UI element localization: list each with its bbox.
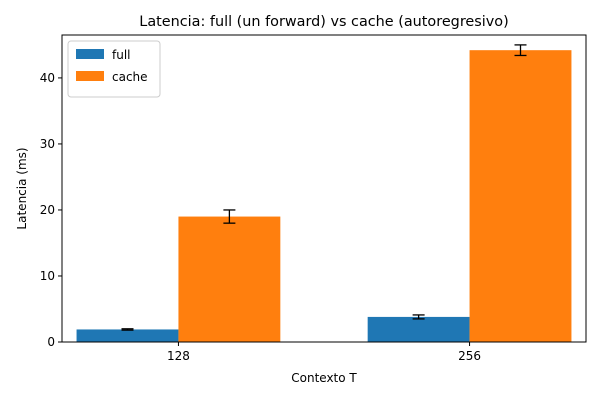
plot-frame <box>61 34 587 343</box>
legend-swatch-cache <box>76 71 104 81</box>
legend-label-full: full <box>112 48 131 62</box>
y-axis: 0 10 20 30 40 <box>40 71 62 349</box>
x-tick-label: 128 <box>167 349 190 363</box>
y-tick-label: 10 <box>40 269 55 283</box>
legend-swatch-full <box>76 49 104 59</box>
y-tick-label: 0 <box>47 335 55 349</box>
legend: full cache <box>67 40 161 98</box>
y-axis-label: Latencia (ms) <box>15 147 29 229</box>
legend-label-cache: cache <box>112 70 148 84</box>
y-tick-label: 40 <box>40 71 55 85</box>
x-axis: 128 256 <box>167 342 481 363</box>
error-bar-cache-128 <box>223 209 236 224</box>
y-tick-label: 30 <box>40 137 55 151</box>
bar-cache-256 <box>469 50 572 343</box>
x-tick-label: 256 <box>458 349 481 363</box>
plot-area <box>76 44 572 343</box>
chart-title: Latencia: full (un forward) vs cache (au… <box>139 14 508 30</box>
error-bar-full-128 <box>121 328 134 331</box>
bar-full-128 <box>76 329 179 342</box>
bar-cache-128 <box>178 216 281 342</box>
bar-full-256 <box>367 316 470 342</box>
error-bar-cache-256 <box>514 44 527 57</box>
error-bar-full-256 <box>412 314 425 320</box>
x-axis-label: Contexto T <box>291 371 357 385</box>
y-tick-label: 20 <box>40 203 55 217</box>
